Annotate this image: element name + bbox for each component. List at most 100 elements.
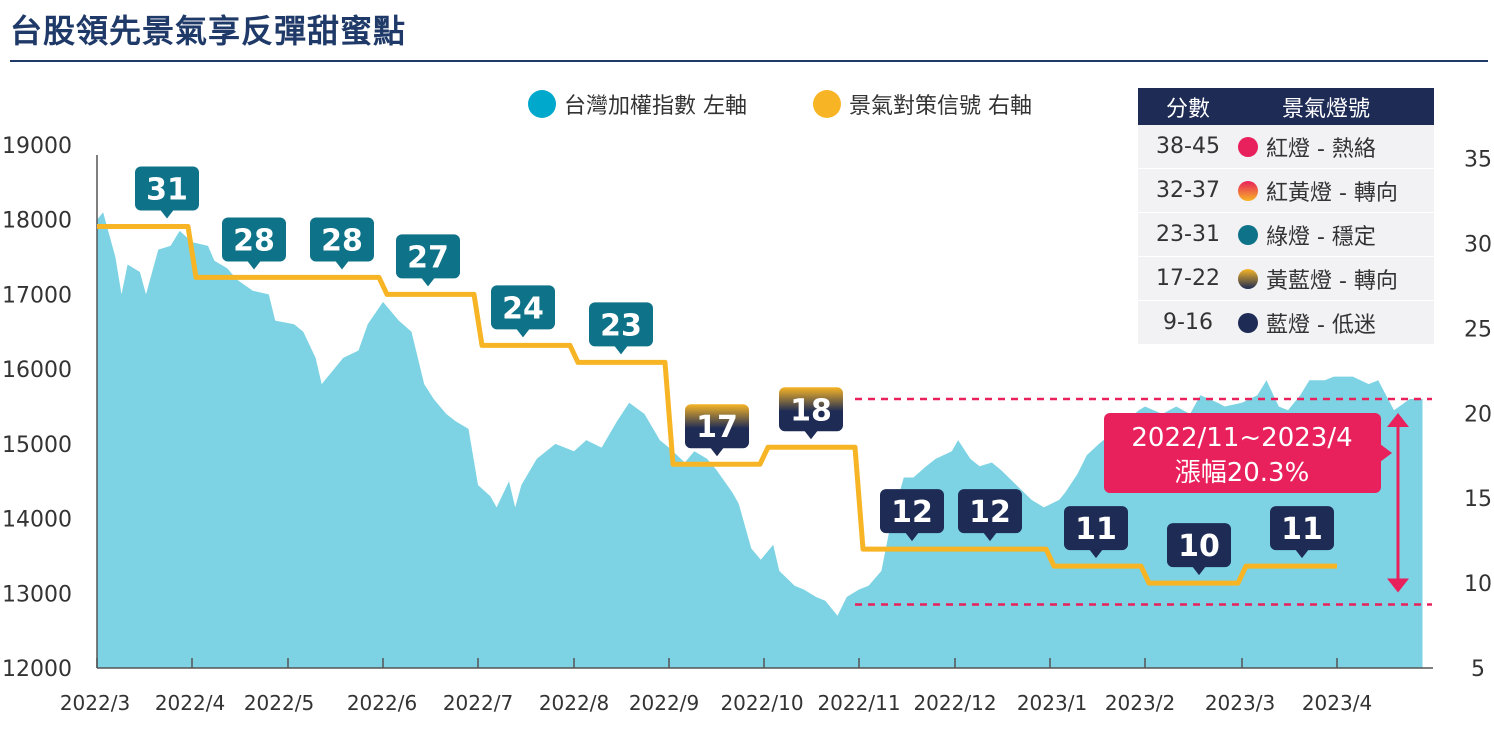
- signal-callout-pointer: [516, 328, 530, 338]
- legend-signal: 景氣對策信號 右軸: [813, 88, 1032, 120]
- signal-callout: 17: [685, 404, 749, 457]
- y-left-tick-label: 19000: [2, 134, 72, 159]
- title-divider: [10, 60, 1488, 62]
- signal-legend-swatch: [813, 90, 841, 118]
- signal-callout-pointer: [1192, 566, 1206, 576]
- x-tick-label: 2022/3: [60, 691, 130, 715]
- y-left-tick-label: 13000: [2, 582, 72, 607]
- x-tick-label: 2022/7: [443, 691, 513, 715]
- y-right-tick-label: 20: [1464, 402, 1492, 427]
- signal-callout: 28: [222, 217, 286, 270]
- x-tick-label: 2023/2: [1105, 691, 1175, 715]
- signal-light-label: 紅燈 - 熱絡: [1266, 136, 1376, 162]
- x-tick-label: 2022/12: [913, 691, 996, 715]
- gain-annotation-box: [1104, 413, 1381, 493]
- signal-callout-pointer: [804, 430, 818, 440]
- y-right-tick-label: 10: [1464, 572, 1492, 597]
- y-right-tick-label: 15: [1464, 487, 1492, 512]
- y-left-tick-label: 15000: [2, 433, 72, 458]
- signal-light-icon: [1238, 268, 1258, 289]
- signal-value-label: 27: [407, 240, 449, 275]
- signal-value-label: 28: [233, 223, 275, 258]
- y-left-tick-label: 17000: [2, 283, 72, 308]
- signal-value-label: 23: [600, 308, 642, 343]
- taiex-legend-swatch: [528, 90, 556, 118]
- signal-callout: 12: [958, 489, 1022, 542]
- signal-light-label: 紅黃燈 - 轉向: [1266, 180, 1398, 206]
- gain-annotation: 2022/11~2023/4 漲幅20.3%: [1104, 413, 1392, 493]
- y-right-tick-label: 30: [1464, 232, 1492, 257]
- range-arrow-head-up: [1387, 413, 1409, 428]
- signal-callout: 31: [135, 166, 199, 219]
- signal-value-label: 24: [502, 291, 544, 326]
- signal-callout-box: [491, 285, 555, 330]
- score-row: 32-37 紅黃燈 - 轉向: [1138, 169, 1434, 213]
- gain-annotation-period: 2022/11~2023/4: [1131, 423, 1352, 453]
- signal-callout-box: [958, 489, 1022, 534]
- signal-callout: 23: [589, 302, 653, 355]
- y-right-tick-label: 25: [1464, 317, 1492, 342]
- chart-title: 台股領先景氣享反彈甜蜜點: [10, 12, 407, 50]
- score-column-header: 分數: [1165, 96, 1210, 122]
- taiex-area: [97, 212, 1423, 668]
- x-tick-label: 2023/1: [1017, 691, 1087, 715]
- signal-light-icon: [1238, 312, 1258, 333]
- signal-callout: 10: [1167, 523, 1231, 576]
- y-left-tick-label: 18000: [2, 209, 72, 234]
- x-tick-label: 2022/11: [817, 691, 900, 715]
- score-range: 9-16: [1163, 310, 1213, 335]
- signal-callout-box: [1167, 523, 1231, 568]
- score-row: 9-16 藍燈 - 低迷: [1138, 301, 1434, 345]
- signal-value-label: 11: [1075, 512, 1117, 547]
- signal-callout-pointer: [335, 260, 349, 270]
- signal-step-line: [97, 224, 1337, 586]
- score-row: 17-22 黃藍燈 - 轉向: [1138, 257, 1434, 301]
- score-range: 38-45: [1156, 134, 1220, 159]
- x-tick-label: 2022/9: [629, 691, 699, 715]
- signal-callout-pointer: [905, 532, 919, 542]
- signal-callout-pointer: [1089, 549, 1103, 559]
- signal-callout-pointer: [160, 209, 174, 219]
- score-legend-table: 分數 景氣燈號 38-45 紅燈 - 熱絡 32-37 紅黃燈 - 轉向 23-31 綠燈…: [1138, 88, 1434, 345]
- legend-taiex: 台灣加權指數 左軸: [528, 88, 747, 120]
- signal-callout-box: [589, 302, 653, 347]
- signal-light-cell: 黃藍燈 - 轉向: [1238, 263, 1434, 295]
- signal-value-label: 18: [790, 393, 832, 428]
- x-tick-label: 2022/6: [347, 691, 417, 715]
- legend-signal-label: 景氣對策信號 右軸: [849, 94, 1032, 119]
- score-table-header: 分數 景氣燈號: [1138, 88, 1434, 125]
- signal-column-header: 景氣燈號: [1281, 96, 1370, 122]
- x-tick-label: 2022/8: [539, 691, 609, 715]
- signal-callout: 11: [1270, 506, 1334, 559]
- legend-taiex-label: 台灣加權指數 左軸: [564, 94, 747, 119]
- signal-callout-box: [1064, 506, 1128, 551]
- x-tick-label: 2022/5: [244, 691, 314, 715]
- signal-light-cell: 紅黃燈 - 轉向: [1238, 175, 1434, 207]
- signal-callout-box: [396, 234, 460, 279]
- y-right-tick-label: 35: [1464, 148, 1492, 173]
- signal-callout-pointer: [710, 447, 724, 457]
- signal-value-label: 28: [321, 223, 363, 258]
- signal-light-label: 藍燈 - 低迷: [1266, 312, 1376, 338]
- signal-callout-box: [1270, 506, 1334, 551]
- x-tick-label: 2022/10: [720, 691, 803, 715]
- signal-callout: 27: [396, 234, 460, 287]
- score-range: 23-31: [1156, 222, 1220, 247]
- x-tick-label: 2023/3: [1205, 691, 1275, 715]
- signal-callout-pointer: [421, 277, 435, 287]
- signal-value-label: 12: [969, 495, 1011, 530]
- y-left-tick-label: 12000: [2, 657, 72, 682]
- signal-callout: 12: [880, 489, 944, 542]
- x-tick-label: 2023/4: [1302, 691, 1372, 715]
- score-row: 23-31 綠燈 - 穩定: [1138, 213, 1434, 257]
- signal-callout: 18: [779, 387, 843, 440]
- signal-callout-box: [310, 217, 374, 262]
- signal-light-label: 綠燈 - 穩定: [1266, 224, 1376, 250]
- score-range: 32-37: [1156, 178, 1220, 203]
- signal-light-icon: [1238, 180, 1258, 201]
- gain-annotation-pointer: [1380, 444, 1392, 462]
- signal-callout-box: [135, 166, 199, 211]
- signal-callout: 28: [310, 217, 374, 270]
- signal-light-cell: 紅燈 - 熱絡: [1238, 131, 1434, 163]
